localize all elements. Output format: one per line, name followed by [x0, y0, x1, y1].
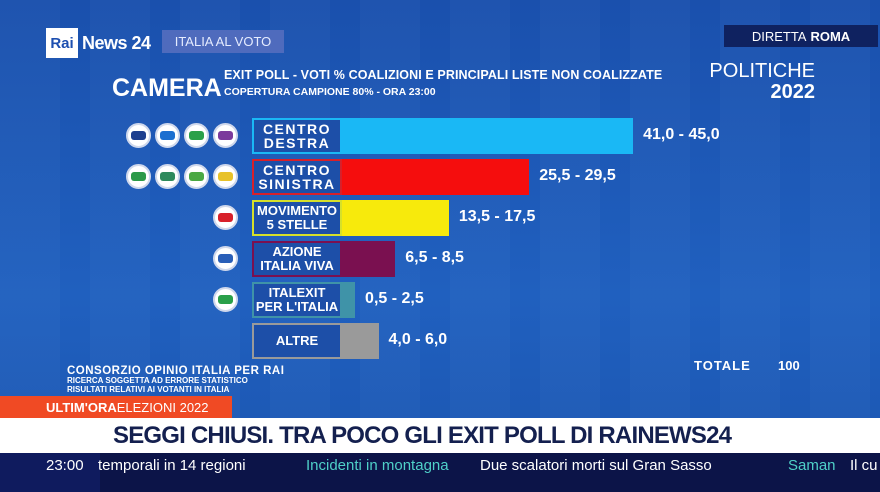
party-logo-icon — [126, 164, 151, 189]
party-logos — [213, 287, 238, 312]
bar-row: MOVIMENTO 5 STELLE 13,5 - 17,5 — [0, 200, 880, 236]
party-logos — [213, 205, 238, 230]
live-label: DIRETTA — [751, 28, 807, 44]
ticker-item: Due scalatori morti sul Gran Sasso — [480, 457, 712, 474]
bar-row: ITALEXIT PER L'ITALIA 0,5 - 2,5 — [0, 282, 880, 318]
party-logo-icon — [213, 287, 238, 312]
election-title: POLITICHE 2022 — [709, 60, 815, 104]
bar — [340, 282, 356, 318]
election-year: 2022 — [770, 81, 816, 103]
party-logos — [126, 164, 238, 189]
news-ticker: 23:00 temporali in 14 regioni Incidenti … — [0, 453, 880, 492]
headline: SEGGI CHIUSI. TRA POCO GLI EXIT POLL DI … — [0, 418, 880, 453]
rai-logo-box: Rai — [46, 28, 78, 58]
party-logos — [126, 123, 238, 148]
bar — [340, 241, 396, 277]
live-badge: DIRETTA ROMA — [724, 25, 878, 47]
chamber-title: CAMERA — [112, 74, 222, 102]
party-logo-icon — [213, 164, 238, 189]
party-logo-icon — [213, 205, 238, 230]
breaking-label: ULTIM'ORA — [46, 399, 117, 415]
section-badge: ITALIA AL VOTO — [162, 30, 284, 53]
value-label: 4,0 - 6,0 — [388, 331, 448, 348]
bar-row: CENTRO SINISTRA 25,5 - 29,5 — [0, 159, 880, 195]
ticker-clock-bg — [0, 453, 100, 492]
bar-row: ALTRE 4,0 - 6,0 — [0, 323, 880, 359]
party-logo-icon — [184, 123, 209, 148]
bar — [340, 323, 379, 359]
party-logo-icon — [213, 246, 238, 271]
value-label: 0,5 - 2,5 — [365, 290, 424, 307]
party-logo-icon — [184, 164, 209, 189]
election-name: POLITICHE — [709, 60, 815, 82]
bar — [340, 118, 634, 154]
ticker-item: Il cu — [850, 457, 878, 474]
category-label: ITALEXIT PER L'ITALIA — [252, 282, 342, 318]
value-label: 41,0 - 45,0 — [643, 126, 720, 143]
total-label: TOTALE — [694, 358, 751, 373]
party-logos — [213, 246, 238, 271]
breaking-tag: ULTIM'ORA ELEZIONI 2022 — [0, 396, 232, 418]
ticker-item: temporali in 14 regioni — [98, 457, 246, 474]
category-label: AZIONE ITALIA VIVA — [252, 241, 342, 277]
rainews24-logo: Rai News 24 — [46, 28, 151, 58]
ticker-topic: Saman — [788, 457, 836, 474]
value-label: 6,5 - 8,5 — [405, 249, 464, 266]
source-text: CONSORZIO OPINIO ITALIA PER RAI — [67, 365, 285, 377]
bar — [340, 200, 449, 236]
ticker-topic: Incidenti in montagna — [306, 457, 449, 474]
party-logo-icon — [155, 164, 180, 189]
breaking-topic: ELEZIONI 2022 — [116, 399, 209, 415]
category-label: MOVIMENTO 5 STELLE — [252, 200, 342, 236]
total-value: 100 — [778, 358, 800, 373]
party-logo-icon — [213, 123, 238, 148]
value-label: 13,5 - 17,5 — [458, 208, 536, 225]
bar — [340, 159, 530, 195]
bar-row: AZIONE ITALIA VIVA 6,5 - 8,5 — [0, 241, 880, 277]
value-label: 25,5 - 29,5 — [539, 167, 616, 184]
party-logo-icon — [155, 123, 180, 148]
note-voters: RISULTATI RELATIVI AI VOTANTI IN ITALIA — [67, 385, 230, 394]
live-city: ROMA — [810, 28, 851, 44]
chart-subtitle: EXIT POLL - VOTI % COALIZIONI E PRINCIPA… — [224, 68, 663, 82]
bar-row: CENTRO DESTRA 41,0 - 45,0 — [0, 118, 880, 154]
party-logo-icon — [126, 123, 151, 148]
category-label: CENTRO DESTRA — [252, 118, 342, 154]
category-label: CENTRO SINISTRA — [252, 159, 342, 195]
note-error: RICERCA SOGGETTA AD ERRORE STATISTICO — [67, 376, 248, 385]
ticker-time: 23:00 — [46, 457, 84, 474]
news24-text: News 24 — [82, 32, 151, 53]
category-label: ALTRE — [252, 323, 342, 359]
coverage-note: COPERTURA CAMPIONE 80% - ORA 23:00 — [224, 86, 436, 98]
